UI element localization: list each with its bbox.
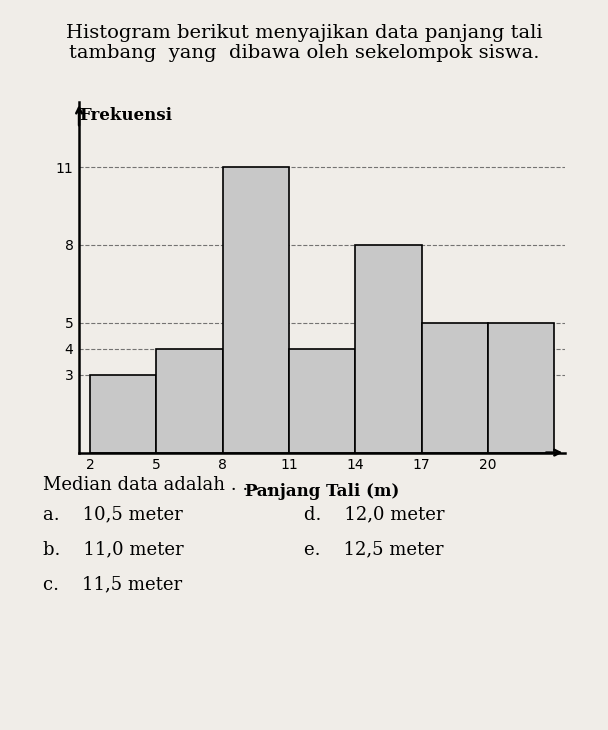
Bar — [289, 349, 356, 453]
Text: a.    10,5 meter: a. 10,5 meter — [43, 506, 182, 523]
Bar — [356, 245, 422, 453]
X-axis label: Panjang Tali (m): Panjang Tali (m) — [245, 483, 399, 500]
Bar — [90, 374, 156, 453]
Bar — [422, 323, 488, 453]
Bar — [223, 167, 289, 453]
Text: d.    12,0 meter: d. 12,0 meter — [304, 506, 444, 523]
Text: Frekuensi: Frekuensi — [79, 107, 172, 123]
Bar — [488, 323, 554, 453]
Text: Median data adalah . . . .: Median data adalah . . . . — [43, 477, 271, 494]
Text: tambang  yang  dibawa oleh sekelompok siswa.: tambang yang dibawa oleh sekelompok sisw… — [69, 44, 539, 61]
Text: b.    11,0 meter: b. 11,0 meter — [43, 541, 183, 558]
Text: c.    11,5 meter: c. 11,5 meter — [43, 576, 182, 593]
Text: Histogram berikut menyajikan data panjang tali: Histogram berikut menyajikan data panjan… — [66, 24, 542, 42]
Text: e.    12,5 meter: e. 12,5 meter — [304, 541, 443, 558]
Bar — [156, 349, 223, 453]
